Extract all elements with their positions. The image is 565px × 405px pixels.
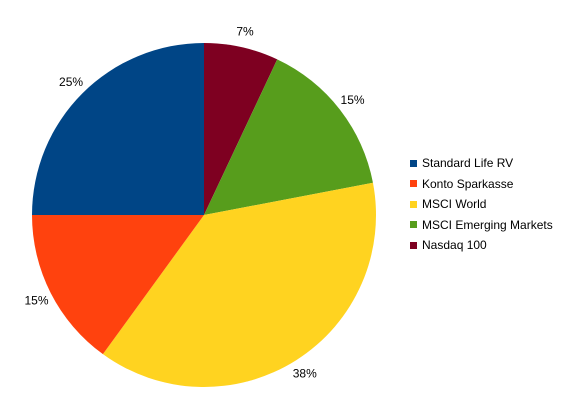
slice-value-label: 15%	[24, 293, 48, 307]
legend-swatch	[410, 241, 417, 249]
legend-swatch	[410, 221, 417, 229]
pie-slice-msci-world	[102, 182, 376, 387]
legend-label: MSCI Emerging Markets	[422, 217, 553, 232]
legend-label: Konto Sparkasse	[422, 176, 514, 191]
legend-item: Standard Life RV	[410, 153, 553, 174]
legend-label: MSCI World	[422, 197, 487, 212]
legend-item: MSCI Emerging Markets	[410, 215, 553, 236]
legend-label: Nasdaq 100	[422, 238, 487, 253]
pie-slice-msci-emerging-markets	[204, 59, 373, 215]
pie-slice-standard-life-rv	[32, 43, 204, 215]
legend-swatch	[410, 180, 417, 188]
pie-slice-nasdaq-100	[204, 43, 278, 215]
legend-item: Konto Sparkasse	[410, 174, 553, 195]
slice-value-label: 15%	[341, 93, 365, 107]
chart-legend: Standard Life RV Konto Sparkasse MSCI Worl…	[410, 153, 553, 256]
pie-slice-konto-sparkasse	[32, 215, 204, 355]
legend-label: Standard Life RV	[422, 156, 514, 171]
legend-swatch	[410, 200, 417, 208]
legend-swatch	[410, 159, 417, 167]
legend-item: MSCI World	[410, 194, 553, 215]
legend-item: Nasdaq 100	[410, 235, 553, 256]
slice-value-label: 38%	[293, 367, 317, 381]
slice-value-label: 25%	[59, 75, 83, 89]
slice-value-label: 7%	[236, 25, 254, 39]
